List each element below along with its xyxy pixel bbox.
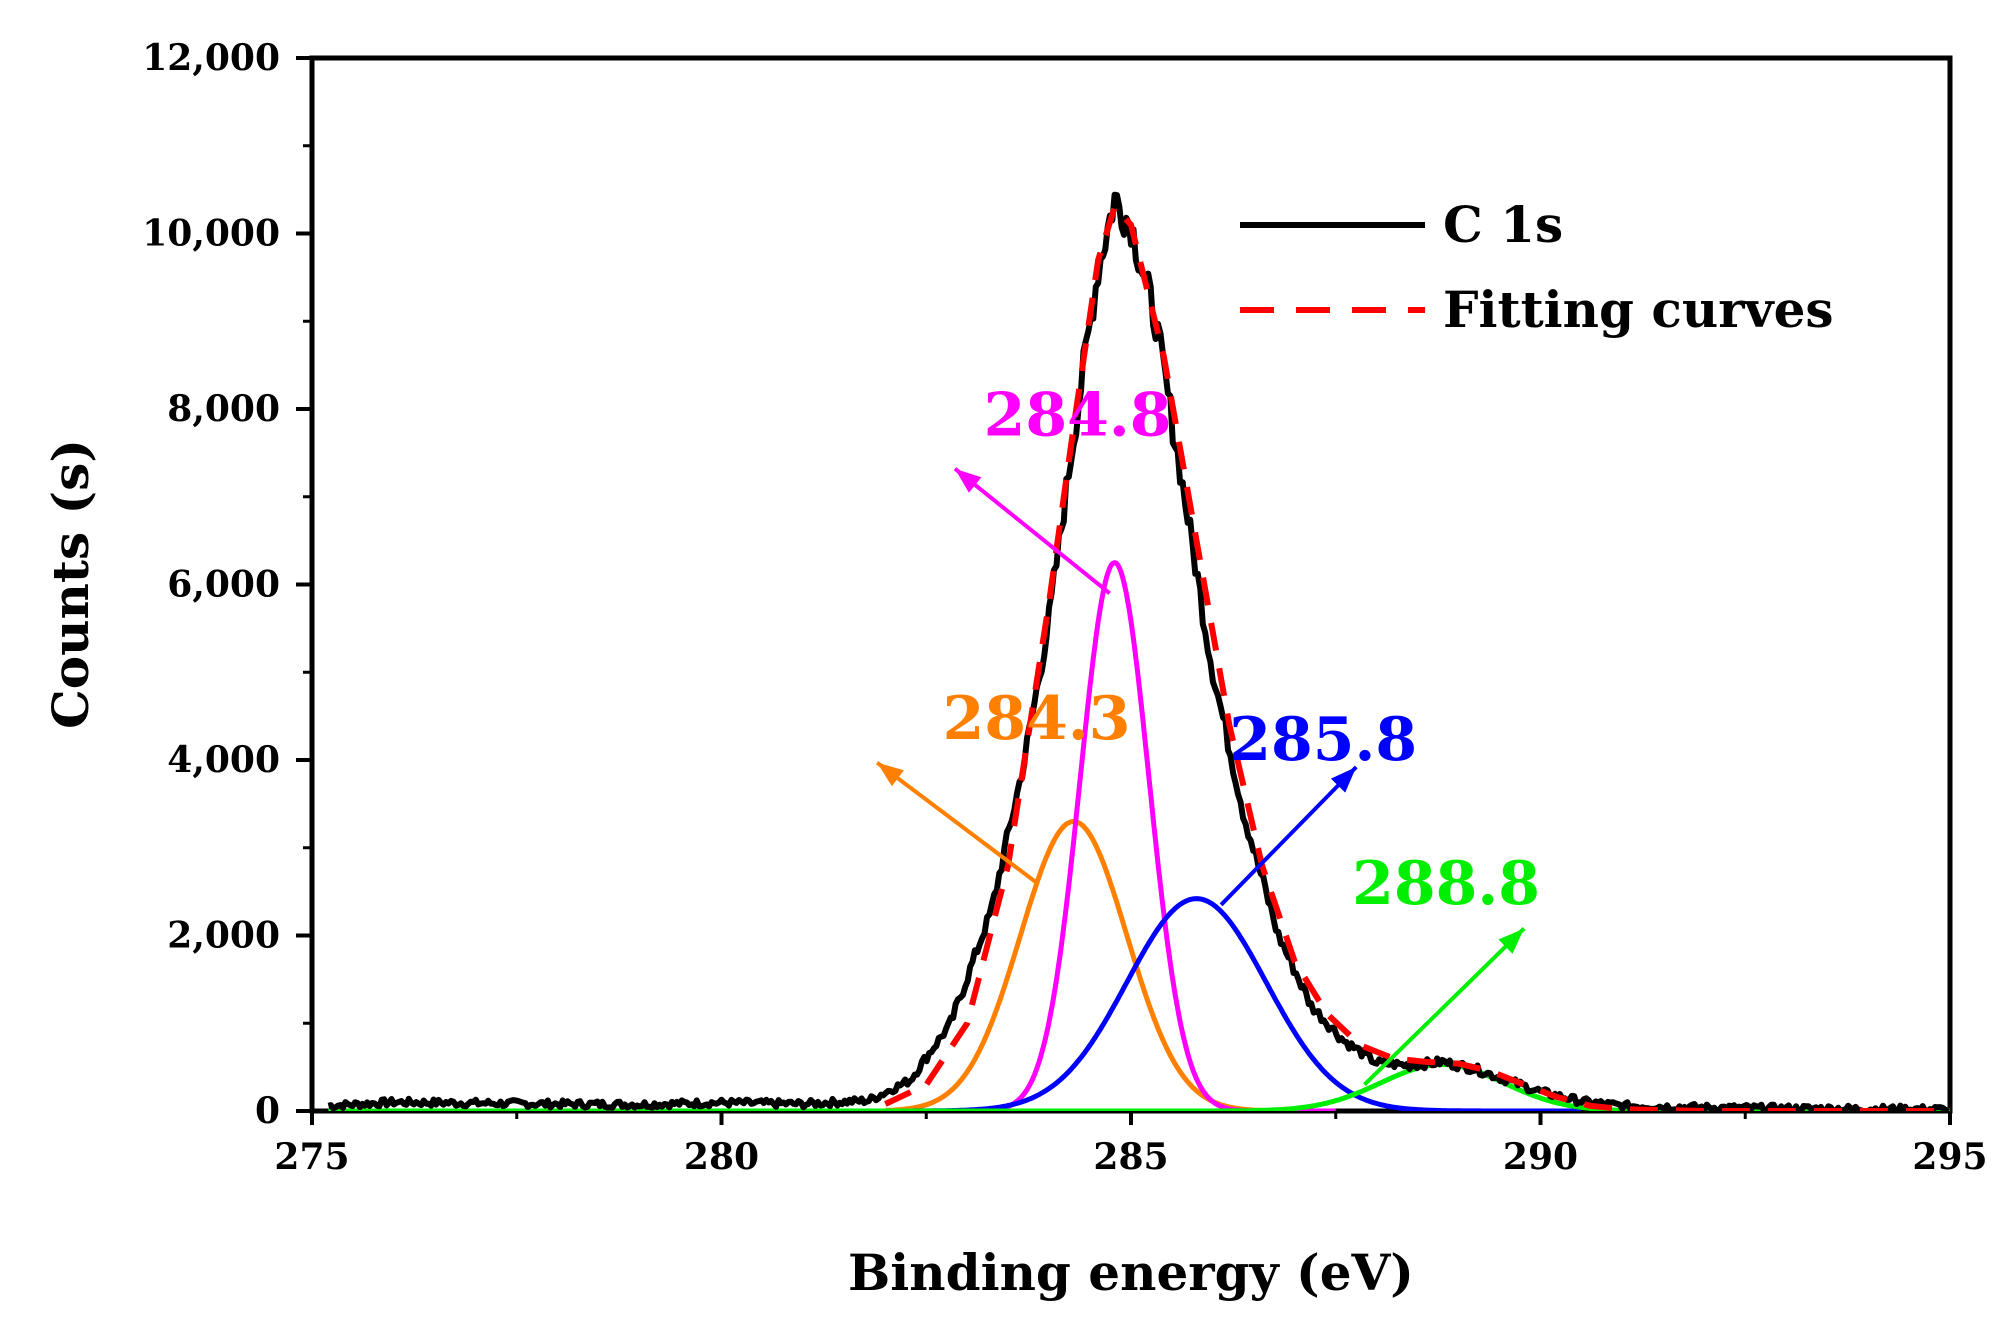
y-tick-label: 8,000: [167, 388, 280, 430]
legend: C 1s Fitting curves: [1240, 195, 1834, 339]
axes-layer: 275 280 285 290 295 0 2,000 4,000 6,000 8,000 10,0…: [142, 37, 1987, 1178]
x-tick-label: 295: [1912, 1136, 1987, 1178]
y-tick-label: 10,000: [142, 213, 280, 255]
curves-layer: [327, 191, 1950, 1111]
y-tick-label: 12,000: [142, 37, 280, 79]
x-tick-label: 290: [1503, 1136, 1578, 1178]
fitting-curve: [884, 201, 1950, 1111]
y-tick-label: 4,000: [167, 739, 280, 781]
peak-label-284.8: 284.8: [984, 380, 1172, 450]
y-tick-label: 2,000: [167, 915, 280, 957]
peak-label-285.8: 285.8: [1229, 705, 1417, 775]
component-curve-285.8: [885, 896, 1582, 1111]
peak-label-288.8: 288.8: [1352, 849, 1540, 919]
annotation-arrow-284.3: [875, 761, 1039, 885]
component-curve-284.3: [885, 818, 1295, 1111]
annotation-layer: 284.8 284.3 285.8 288.8: [875, 380, 1540, 1087]
x-axis-title: Binding energy (eV): [848, 1243, 1414, 1302]
y-tick-label: 6,000: [167, 564, 280, 606]
x-tick-label: 285: [1093, 1136, 1168, 1178]
peak-label-284.3: 284.3: [943, 684, 1131, 754]
annotation-arrowhead-288.8: [1498, 928, 1525, 954]
x-tick-label: 275: [274, 1136, 349, 1178]
annotation-arrowhead-284.8: [954, 468, 982, 493]
y-axis-title: Counts (s): [41, 439, 100, 729]
legend-label-1: Fitting curves: [1443, 280, 1834, 339]
x-tick-label: 280: [684, 1136, 759, 1178]
annotation-arrowhead-284.3: [877, 762, 904, 787]
annotation-arrow-284.8: [953, 467, 1111, 595]
legend-label-0: C 1s: [1443, 195, 1563, 254]
annotation-arrow-285.8: [1219, 765, 1358, 907]
y-tick-label: 0: [255, 1090, 280, 1132]
annotation-arrowhead-285.8: [1330, 767, 1357, 793]
annotation-arrow-288.8: [1363, 927, 1526, 1087]
